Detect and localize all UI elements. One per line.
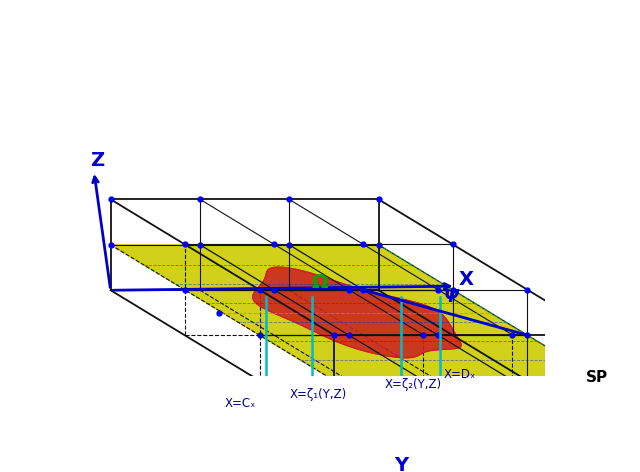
- Text: X=ζ₂(Y,Z): X=ζ₂(Y,Z): [385, 379, 442, 391]
- Text: SP: SP: [586, 370, 608, 385]
- Text: Ψ: Ψ: [443, 288, 458, 306]
- Text: Z: Z: [90, 151, 104, 170]
- Text: X=Dₓ: X=Dₓ: [444, 368, 476, 381]
- Polygon shape: [111, 245, 602, 380]
- Polygon shape: [253, 267, 461, 358]
- Text: Y: Y: [394, 456, 408, 472]
- Text: X=ζ₁(Y,Z): X=ζ₁(Y,Z): [289, 388, 347, 401]
- Text: Ω: Ω: [311, 273, 328, 293]
- Text: X: X: [459, 270, 474, 288]
- Text: X=Cₓ: X=Cₓ: [225, 397, 256, 411]
